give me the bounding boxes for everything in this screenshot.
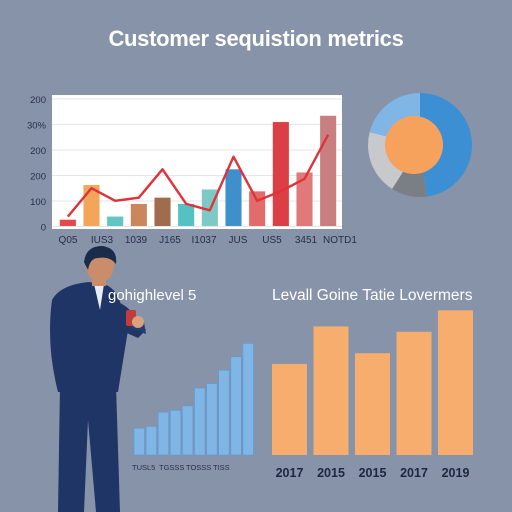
blue-bar bbox=[133, 427, 145, 456]
x-tick-label: 1039 bbox=[125, 235, 148, 246]
combo-bar bbox=[83, 185, 100, 226]
x-tick-label: I1037 bbox=[191, 235, 216, 246]
combo-bar bbox=[154, 197, 171, 226]
blue-bar bbox=[242, 343, 254, 456]
combo-chart-bars bbox=[59, 115, 337, 226]
combo-chart-grid bbox=[52, 98, 342, 227]
orange-tick-label: 2015 bbox=[317, 466, 345, 480]
orange-chart-title: Levall Goine Tatie Lovermers bbox=[272, 287, 473, 304]
orange-bar-chart bbox=[272, 310, 473, 455]
y-tick-label: 0 bbox=[41, 223, 46, 234]
combo-chart-line bbox=[66, 134, 330, 218]
blue-bar bbox=[218, 369, 230, 456]
blue-tick-label: TOSSS bbox=[186, 463, 211, 472]
orange-bar-chart-ticks: 2017 2015 2015 2017 2019 bbox=[276, 466, 470, 480]
combo-bar bbox=[59, 219, 76, 226]
y-tick-label: 200 bbox=[30, 146, 46, 157]
blue-bar bbox=[206, 383, 218, 456]
x-tick-label: IUS3 bbox=[91, 235, 114, 246]
donut-chart bbox=[367, 93, 473, 198]
blue-bar-chart-ticks: TUSL5 TGSSS TOSSS TISS bbox=[132, 463, 230, 472]
businessman-illustration bbox=[50, 246, 146, 512]
combo-bar bbox=[225, 169, 242, 226]
blue-bar-chart bbox=[133, 343, 254, 456]
orange-bar bbox=[438, 310, 473, 455]
y-tick-label: 30% bbox=[27, 121, 47, 132]
combo-bar bbox=[296, 172, 313, 226]
orange-tick-label: 2019 bbox=[442, 466, 470, 480]
orange-bar bbox=[313, 326, 349, 455]
blue-bar bbox=[182, 405, 194, 456]
combo-bar bbox=[249, 191, 266, 226]
orange-tick-label: 2015 bbox=[359, 466, 387, 480]
x-tick-label: J165 bbox=[159, 235, 181, 246]
page-title: Customer sequistion metrics bbox=[108, 26, 404, 51]
blue-bar bbox=[170, 410, 182, 456]
y-tick-label: 200 bbox=[30, 95, 46, 106]
combo-bar bbox=[272, 122, 289, 226]
blue-tick-label: TISS bbox=[213, 463, 230, 472]
orange-bar bbox=[272, 363, 307, 455]
blue-chart-title: gohighlevel 5 bbox=[108, 287, 197, 304]
combo-bar bbox=[130, 203, 147, 226]
blue-bar bbox=[157, 411, 169, 456]
combo-chart-y-ticks: 200 30% 200 200 100 0 bbox=[27, 95, 47, 234]
orange-bar bbox=[396, 331, 432, 455]
x-tick-label: US5 bbox=[262, 235, 282, 246]
blue-bar bbox=[230, 356, 242, 456]
x-tick-label: NOTD1 bbox=[323, 235, 357, 246]
orange-bar bbox=[355, 353, 390, 455]
blue-tick-label: TUSL5 bbox=[132, 463, 155, 472]
combo-bar bbox=[107, 216, 124, 226]
combo-chart-x-ticks: Q05 IUS3 1039 J165 I1037 JUS US5 3451 NOTD1 bbox=[59, 235, 358, 246]
orange-tick-label: 2017 bbox=[400, 466, 428, 480]
x-tick-label: 3451 bbox=[295, 235, 318, 246]
combo-bar bbox=[178, 203, 195, 226]
blue-tick-label: TGSSS bbox=[159, 463, 184, 472]
x-tick-label: Q05 bbox=[59, 235, 78, 246]
blue-bar bbox=[145, 426, 157, 456]
y-tick-label: 100 bbox=[30, 197, 46, 208]
y-tick-label: 200 bbox=[30, 172, 46, 183]
orange-tick-label: 2017 bbox=[276, 466, 304, 480]
blue-bar bbox=[194, 387, 206, 456]
donut-slice bbox=[420, 93, 473, 197]
donut-center bbox=[385, 116, 443, 174]
combo-bar bbox=[320, 115, 337, 226]
x-tick-label: JUS bbox=[229, 235, 248, 246]
